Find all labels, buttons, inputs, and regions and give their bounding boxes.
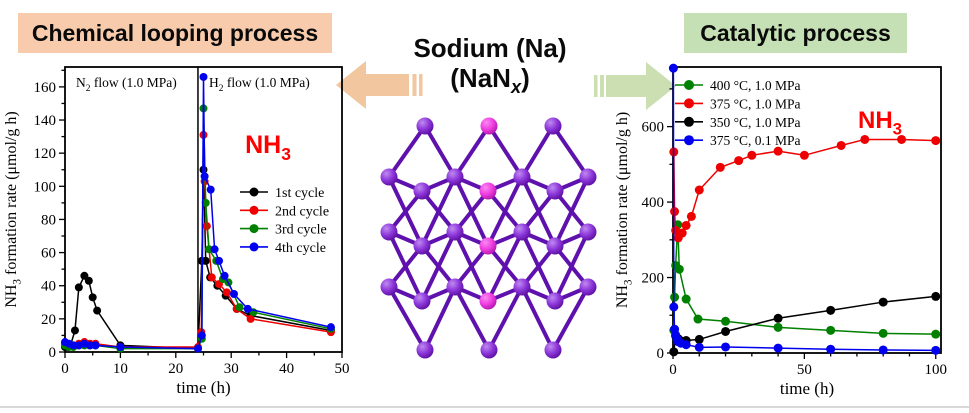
sodium-atom	[579, 223, 597, 241]
arrow-left-stripe	[412, 74, 417, 96]
sodium-atom	[546, 237, 564, 255]
header-catalytic-process: Catalytic process	[684, 13, 907, 53]
axes	[59, 69, 343, 358]
arrow-left-stripe	[419, 74, 423, 96]
arrow-right-icon	[594, 62, 676, 110]
legend-label: 4th cycle	[275, 241, 326, 256]
svg-text:50: 50	[797, 362, 812, 378]
center-title: Sodium (Na) (NaNx)	[385, 33, 595, 102]
svg-text:100: 100	[34, 179, 57, 195]
x-axis-label: time (h)	[780, 379, 834, 398]
svg-text:60: 60	[41, 246, 56, 262]
svg-text:10: 10	[113, 361, 128, 377]
header-chemical-looping-process: Chemical looping process	[18, 13, 332, 53]
legend-label: 400 °C, 1.0 MPa	[710, 78, 801, 93]
nitrogen-atom	[479, 182, 497, 200]
legend-label: 375 °C, 0.1 MPa	[710, 133, 801, 148]
series-4th-cycle	[61, 72, 335, 353]
nitrogen-atom	[480, 117, 498, 135]
svg-text:40: 40	[279, 361, 294, 377]
svg-text:100: 100	[924, 362, 947, 378]
svg-text:30: 30	[224, 361, 239, 377]
svg-text:20: 20	[168, 361, 183, 377]
sodium-atom	[544, 341, 562, 359]
series-400-c-1-0-mpa	[669, 220, 941, 339]
series-375-c-1-0-mpa	[669, 134, 941, 243]
nitrogen-atom	[479, 237, 497, 255]
sodium-atom	[513, 223, 531, 241]
arrow-right-stripe	[594, 75, 598, 97]
annotation: H2 flow (1.0 MPa)	[209, 75, 310, 94]
x-axis-label: time (h)	[176, 378, 230, 397]
series-375-c-0-1-mpa	[668, 63, 941, 355]
sodium-atom	[546, 292, 564, 310]
annotation: NH3	[858, 107, 902, 139]
svg-text:160: 160	[34, 80, 57, 96]
sodium-atom	[446, 168, 464, 186]
tick-labels: 0 50 100 0 200 400 600	[642, 120, 947, 378]
legend: 1st cycle 2nd cycle 3rd cycle 4th cycle	[240, 186, 329, 256]
chart-catalytic: 0 50 100 0 200 400 600 time (h) NH3 formation ra…	[614, 63, 947, 398]
svg-text:80: 80	[41, 212, 56, 228]
arrow-left-body	[336, 61, 409, 109]
sodium-atom	[546, 182, 564, 200]
sodium-atom	[544, 117, 562, 135]
svg-text:0: 0	[61, 361, 69, 377]
svg-text:120: 120	[34, 146, 57, 162]
svg-text:0: 0	[657, 346, 665, 362]
arrow-left-icon	[336, 61, 423, 109]
sodium-atom	[416, 341, 434, 359]
legend-label: 350 °C, 1.0 MPa	[710, 115, 801, 130]
sodium-atom	[579, 168, 597, 186]
annotation: N2 flow (1.0 MPa)	[76, 75, 177, 94]
sodium-atom	[416, 117, 434, 135]
svg-text:200: 200	[642, 271, 665, 287]
axes	[667, 88, 937, 359]
sodium-atom	[380, 168, 398, 186]
arrow-right-body	[606, 62, 676, 110]
center-title-line2: (NaNx)	[450, 63, 530, 98]
chart-chemical-looping: 0 10 20 30 40 50 0 20 40 60 80 100 120 140 160 time (h)…	[3, 66, 350, 397]
svg-text:0: 0	[669, 362, 677, 378]
atoms	[380, 117, 597, 359]
sodium-crystal-structure	[380, 117, 597, 359]
sodium-atom	[513, 278, 531, 296]
sodium-atom	[413, 182, 431, 200]
y-axis-label: NH3 formation rate (μmol/g h)	[3, 111, 23, 307]
svg-text:400: 400	[642, 195, 665, 211]
sodium-atom	[446, 278, 464, 296]
svg-text:50: 50	[335, 361, 350, 377]
sodium-atom	[413, 237, 431, 255]
tick-labels: 0 10 20 30 40 50 0 20 40 60 80 100 120 140 160	[34, 80, 350, 377]
legend-label: 3rd cycle	[275, 223, 327, 238]
legend: 400 °C, 1.0 MPa 375 °C, 1.0 MPa 350 °C, 1.…	[675, 78, 801, 148]
bottom-divider	[0, 406, 969, 408]
legend-label: 375 °C, 1.0 MPa	[710, 96, 801, 111]
arrow-right-stripe	[600, 75, 604, 97]
nitrogen-atom	[479, 292, 497, 310]
svg-text:600: 600	[642, 120, 665, 136]
center-title-line1: Sodium (Na)	[413, 33, 567, 63]
sodium-atom	[446, 223, 464, 241]
sodium-atom	[380, 278, 398, 296]
legend-label: 1st cycle	[275, 186, 324, 201]
sodium-atom	[480, 341, 498, 359]
sodium-atom	[513, 168, 531, 186]
y-axis-label: NH3 formation rate (μmol/g h)	[614, 112, 634, 308]
legend-label: 2nd cycle	[275, 204, 329, 219]
annotation: NH3	[245, 131, 291, 164]
sodium-atom	[380, 223, 398, 241]
sodium-atom	[579, 278, 597, 296]
sodium-atom	[413, 292, 431, 310]
svg-text:0: 0	[49, 345, 57, 361]
svg-text:140: 140	[34, 113, 57, 129]
svg-text:20: 20	[41, 312, 56, 328]
svg-text:40: 40	[41, 279, 56, 295]
